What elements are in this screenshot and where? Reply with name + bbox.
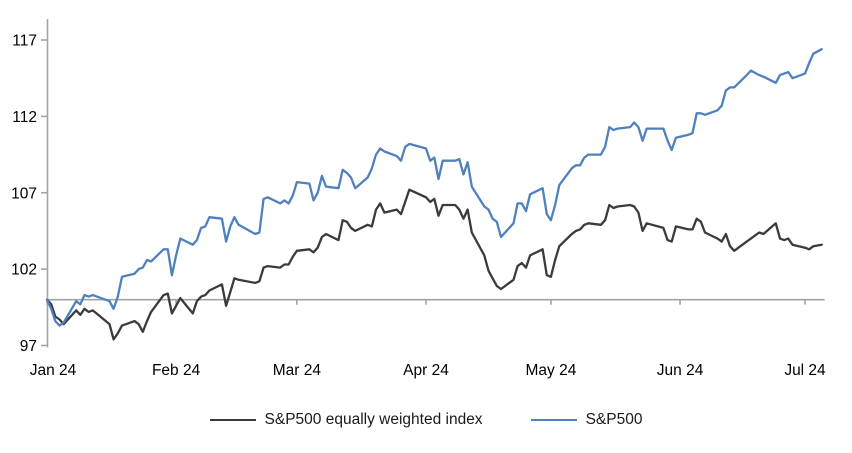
- x-tick-label: Jul 24: [784, 362, 826, 379]
- series-line-equal-weight: [45, 188, 823, 341]
- series-line-sp500: [45, 48, 823, 327]
- y-tick-label: 117: [12, 33, 37, 50]
- y-tick-label: 112: [12, 109, 37, 126]
- x-tick-label: May 24: [526, 362, 577, 379]
- y-tick-label: 97: [20, 338, 37, 355]
- y-axis: 97 102 107 112 117: [11, 19, 49, 355]
- legend-line-swatch-sp500-icon: [530, 418, 577, 422]
- x-tick-label: Jan 24: [30, 362, 77, 379]
- x-tick-label: Mar 24: [273, 362, 322, 379]
- y-tick-label: 107: [11, 185, 37, 202]
- y-tick-label: 102: [11, 262, 37, 279]
- legend-item-sp500: S&P500: [530, 411, 643, 429]
- legend-item-equal-weight: S&P500 equally weighted index: [209, 411, 483, 429]
- legend-line-swatch-equal-weight-icon: [209, 418, 256, 422]
- x-axis: Jan 24 Feb 24 Mar 24 Apr 24 May 24 Jun 24 Jul …: [30, 298, 826, 379]
- x-tick-label: Apr 24: [403, 362, 449, 379]
- legend-label-equal-weight: S&P500 equally weighted index: [264, 411, 483, 428]
- legend-label-sp500: S&P500: [585, 411, 643, 428]
- x-tick-label: Feb 24: [152, 362, 201, 379]
- legend: S&P500 equally weighted index S&P500: [0, 411, 852, 429]
- x-tick-label: Jun 24: [657, 362, 704, 379]
